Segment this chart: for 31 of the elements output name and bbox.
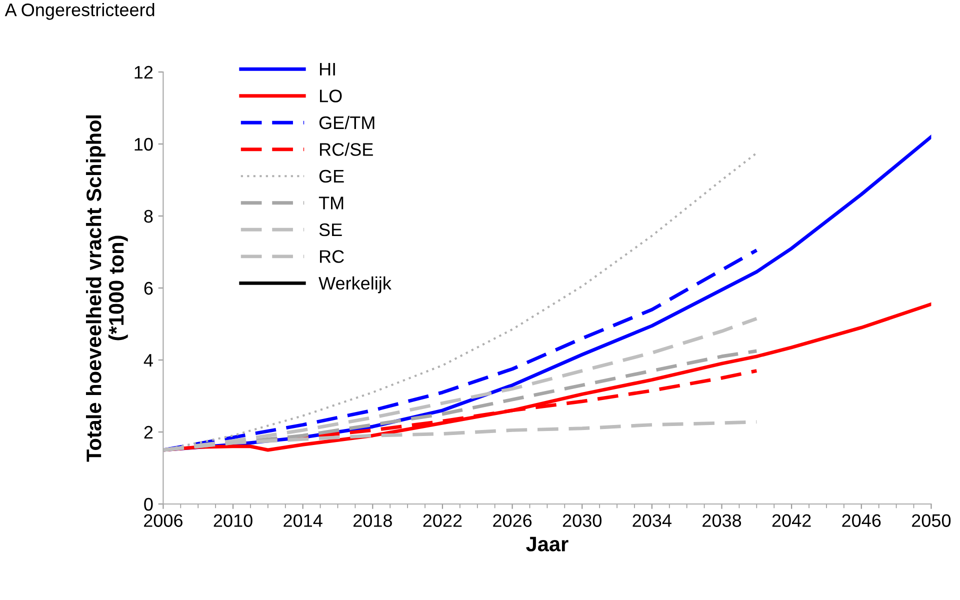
y-tick-label: 12 (134, 66, 153, 79)
y-tick-label: 6 (144, 282, 153, 295)
legend-label: HI (320, 62, 335, 76)
y-tick-label: 8 (144, 210, 153, 223)
x-tick-label: 2006 (144, 514, 182, 527)
y-tick-label: 0 (144, 498, 153, 511)
y-tick-label: 10 (134, 138, 153, 151)
legend-label: Werkelijk (318, 276, 392, 294)
legend-label: SE (319, 223, 342, 236)
text: A Ongerestricteerd (4, 3, 154, 20)
x-tick-label: 2042 (772, 514, 811, 527)
x-tick-label: 2026 (493, 514, 532, 527)
x-tick-label: 2046 (842, 514, 881, 527)
legend-label: RC/SE (320, 142, 373, 156)
legend-label: RC (320, 250, 344, 263)
y-axis-title: Totale hoeveelheid vracht Schiphol (*1000 ton) (86, 115, 128, 462)
y-tick-label: 2 (144, 426, 153, 439)
y-tick-label: 4 (144, 354, 153, 367)
legend-label: LO (320, 90, 342, 102)
x-tick-label: 2018 (353, 514, 392, 527)
x-tick-label: 2038 (702, 514, 742, 527)
x-tick-label: 2022 (423, 514, 462, 527)
x-tick-label: 2050 (912, 514, 951, 527)
legend-label: GE/TM (319, 116, 374, 130)
x-tick-label: 2034 (632, 514, 672, 527)
x-axis-title: Jaar (526, 536, 568, 552)
x-tick-label: 2014 (284, 514, 322, 527)
legend-label: TM (318, 196, 344, 210)
x-tick-label: 2010 (214, 514, 252, 527)
legend-label: GE (319, 170, 344, 183)
x-tick-label: 2030 (562, 514, 602, 527)
